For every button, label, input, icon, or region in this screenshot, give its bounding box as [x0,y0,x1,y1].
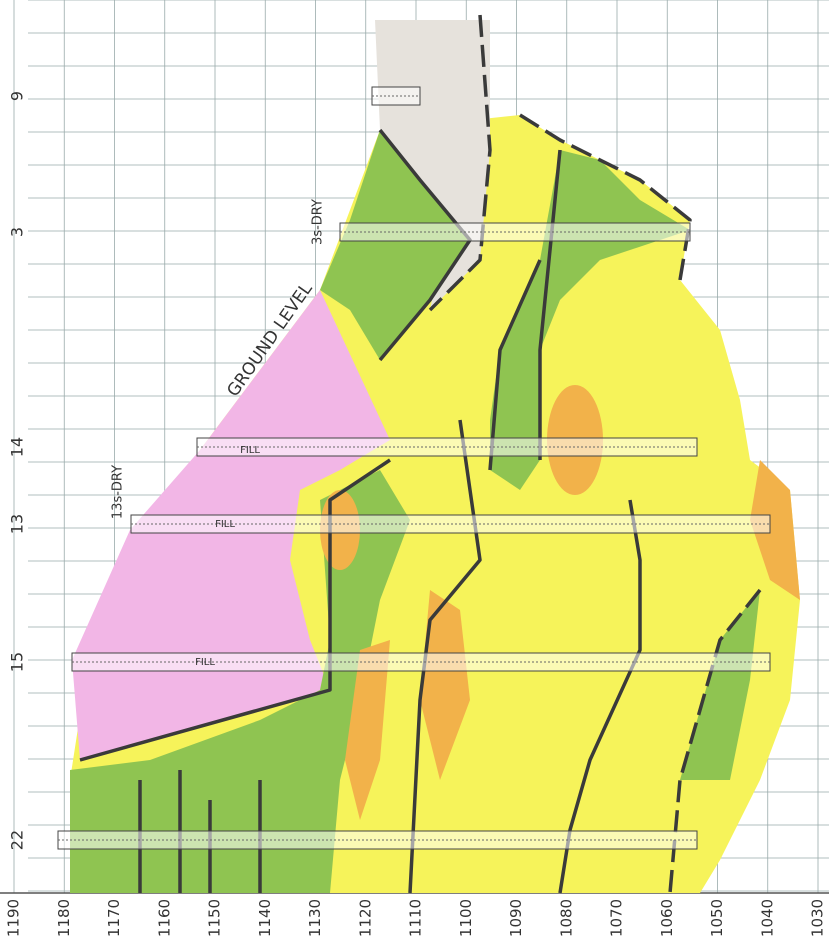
axis-label: 1180 [55,899,73,937]
axis-label: 1050 [708,899,726,937]
orange-lens [750,460,800,600]
axis-label: 1120 [356,899,374,937]
axis-label: 1090 [507,899,525,937]
axis-label: 1130 [306,899,324,937]
axis-label: 1100 [457,899,475,937]
fill-label: FILL [215,519,235,530]
axis-label: 1170 [105,899,123,937]
fill-label: FILL [195,657,215,668]
orange-lens [345,640,390,820]
axis-label: 1060 [658,899,676,937]
fill-label: FILL [240,445,260,456]
dry-label: 3s-DRY [311,199,326,245]
dry-label: 13s-DRY [111,465,126,519]
boreholes: 9 3 14 13 15 22 [8,86,771,850]
borehole [57,830,698,850]
green-upper [320,130,470,360]
borehole-label: 22 [8,830,27,850]
borehole-label: 9 [8,91,27,101]
axis-label: 1030 [809,899,827,937]
axis-label: 1080 [557,899,575,937]
boundary [488,149,562,471]
axis-label: 1160 [155,899,173,937]
borehole-label: 14 [8,437,27,457]
boundary [668,588,762,894]
borehole-label: 13 [8,514,27,534]
orange-lens [420,590,470,780]
axis-label: 1070 [608,899,626,937]
axis-label: 1190 [5,899,23,937]
axis-label: 1110 [407,899,425,937]
boundary [79,458,391,762]
axis-label: 1150 [206,899,224,937]
boundary [428,14,492,312]
green-right [680,590,760,780]
green-lower [70,470,410,893]
axis: 1190 1180 1170 1160 1150 1140 1130 1120 1110 1100… [5,899,827,937]
borehole-label: 15 [8,652,27,672]
boundary [408,419,482,894]
axis-label: 1040 [758,899,776,937]
axis-label: 1140 [256,899,274,937]
borehole-label: 3 [8,227,27,237]
